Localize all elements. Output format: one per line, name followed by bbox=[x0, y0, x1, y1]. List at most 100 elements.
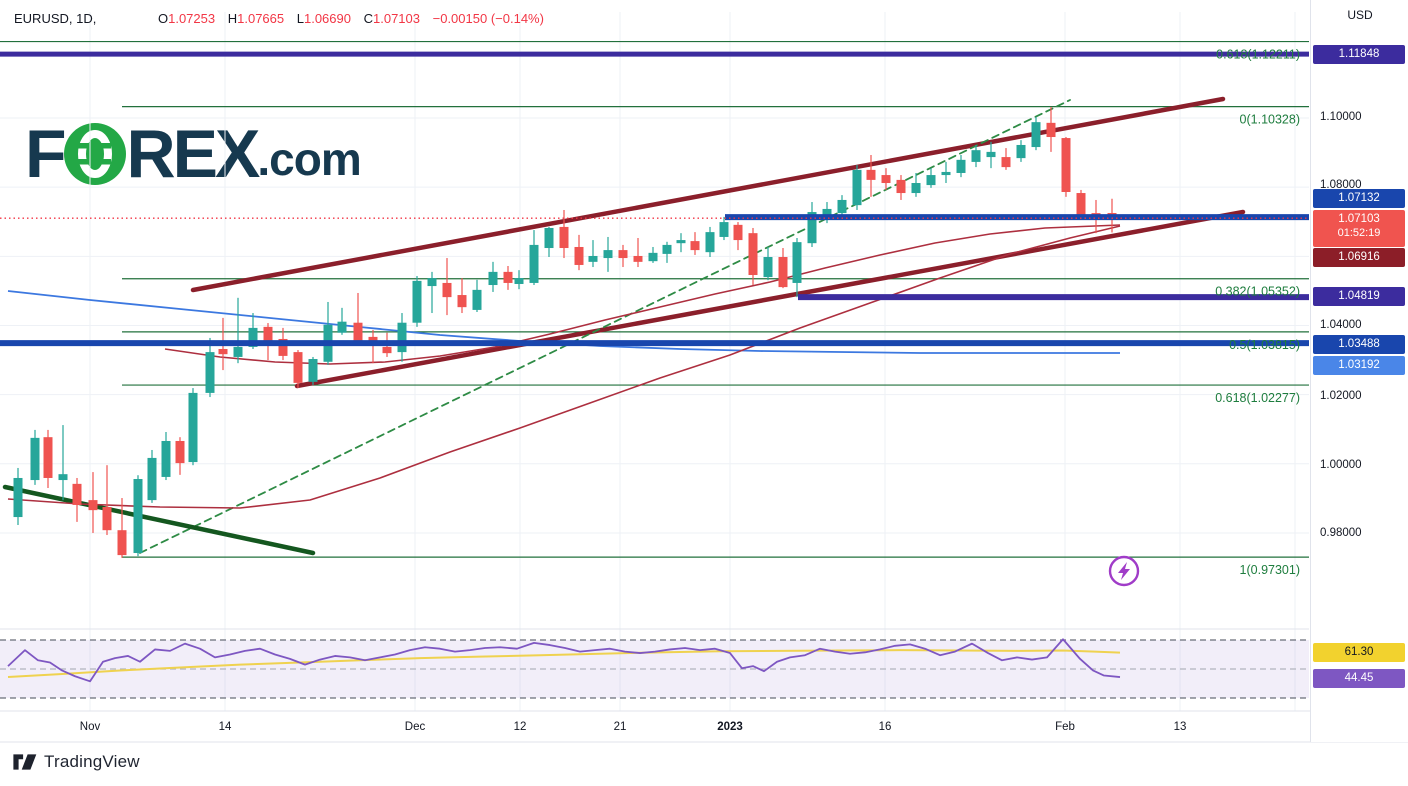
candle-body bbox=[778, 257, 788, 288]
price-level-badge: 61.30 bbox=[1313, 643, 1405, 662]
price-level-badge: 44.45 bbox=[1313, 669, 1405, 688]
boost-bolt-icon[interactable] bbox=[1118, 562, 1130, 580]
price-axis[interactable]: USD 1.10000 1.08000 1.04000 1.02000 1.00000 0… bbox=[1310, 0, 1408, 742]
price-level-badge: 1.11848 bbox=[1313, 45, 1405, 64]
watermark-letters-rex: REX bbox=[126, 116, 261, 192]
price-tick-label: 1.02000 bbox=[1320, 390, 1362, 402]
candle-body bbox=[618, 250, 628, 259]
tradingview-attribution[interactable]: TradingView bbox=[12, 752, 140, 772]
candle-body bbox=[529, 244, 539, 283]
candle-body bbox=[117, 530, 127, 556]
candle-body bbox=[412, 280, 422, 323]
price-tick-label: 1.00000 bbox=[1320, 459, 1362, 471]
time-axis-label[interactable]: 2023 bbox=[717, 721, 743, 733]
candle-body bbox=[30, 437, 40, 481]
candle-body bbox=[308, 359, 318, 382]
rsi-line bbox=[7, 638, 1121, 683]
symbol-legend[interactable]: EURUSD, 1D, O1.07253 H1.07665 L1.06690 C… bbox=[14, 11, 544, 26]
candle-body bbox=[986, 151, 996, 158]
candle-body bbox=[175, 440, 185, 464]
candle-body bbox=[866, 169, 876, 180]
candle-body bbox=[544, 227, 554, 249]
uptrend-dashed-trendline[interactable] bbox=[139, 99, 1071, 554]
time-axis-label[interactable]: Nov bbox=[80, 721, 101, 733]
candle-body bbox=[676, 240, 686, 244]
price-tick-label: 1.10000 bbox=[1320, 111, 1362, 123]
high-label: H bbox=[227, 11, 238, 26]
candle-body bbox=[1061, 138, 1071, 193]
time-axis-label[interactable]: 13 bbox=[1174, 721, 1187, 733]
candle-body bbox=[690, 241, 700, 251]
candle-body bbox=[705, 232, 715, 253]
price-level-badge: 1.03488 bbox=[1313, 335, 1405, 354]
candle-body bbox=[503, 271, 513, 283]
time-axis-label[interactable]: Feb bbox=[1055, 721, 1075, 733]
candle-body bbox=[147, 457, 157, 501]
candle-body bbox=[896, 179, 906, 194]
candle-body bbox=[218, 348, 228, 355]
candle-body bbox=[72, 483, 82, 505]
rsi-ma-line bbox=[7, 649, 1121, 678]
watermark-letter-f: F bbox=[25, 116, 67, 192]
candle-body bbox=[941, 171, 951, 176]
price-level-badge: 1.06916 bbox=[1313, 248, 1405, 267]
candle-body bbox=[427, 278, 437, 287]
candle-body bbox=[88, 500, 98, 511]
candle-body bbox=[852, 169, 862, 206]
candle-body bbox=[633, 255, 643, 262]
open-label: O bbox=[157, 11, 169, 26]
candle-body bbox=[263, 326, 273, 343]
candle-body bbox=[807, 212, 817, 244]
time-axis-label[interactable]: 21 bbox=[614, 721, 627, 733]
candle-body bbox=[382, 346, 392, 354]
time-axis-label[interactable]: 14 bbox=[219, 721, 232, 733]
fib-level-label: 0.618(1.12211) bbox=[1216, 48, 1300, 62]
candle-body bbox=[733, 224, 743, 241]
candle-body bbox=[1016, 144, 1026, 159]
candle-body bbox=[648, 252, 658, 262]
fib-level-label: 0.5(1.03815) bbox=[1229, 338, 1300, 352]
candle-body bbox=[1031, 122, 1041, 148]
close-label: C bbox=[363, 11, 373, 26]
candle-body bbox=[293, 352, 303, 383]
forex-com-watermark: F REX .com bbox=[25, 116, 362, 192]
time-axis-label[interactable]: Dec bbox=[405, 721, 426, 733]
low-label: L bbox=[296, 11, 304, 26]
change-value: −0.00150 (−0.14%) bbox=[432, 11, 544, 26]
candle-body bbox=[514, 278, 524, 284]
symbol-title[interactable]: EURUSD, 1D, bbox=[14, 11, 97, 26]
watermark-dot-com: .com bbox=[257, 133, 361, 185]
price-level-badge: 1.07132 bbox=[1313, 189, 1405, 208]
candle-countdown: 01:52:19 bbox=[1337, 227, 1381, 239]
candle-body bbox=[1046, 122, 1056, 138]
downtrend-solid-trendline[interactable] bbox=[2, 484, 316, 556]
fib-level-label: 1(0.97301) bbox=[1240, 563, 1300, 577]
channel-lower-trendline[interactable] bbox=[294, 209, 1246, 389]
ma-red-slow bbox=[7, 225, 1121, 509]
candle-body bbox=[926, 175, 936, 186]
candle-body bbox=[822, 208, 832, 216]
close-value: 1.07103 bbox=[373, 11, 420, 26]
ma-red-fast bbox=[164, 224, 1121, 365]
candle-body bbox=[881, 175, 891, 184]
fib-level-label: 0.382(1.05352) bbox=[1215, 285, 1300, 299]
currency-label: USD bbox=[1347, 8, 1373, 22]
price-tick-label: 1.04000 bbox=[1320, 319, 1362, 331]
candle-body bbox=[763, 257, 773, 278]
price-level-badge: 1.04819 bbox=[1313, 287, 1405, 306]
price-tick-label: 1.08000 bbox=[1320, 179, 1362, 191]
channel-upper-trendline[interactable] bbox=[190, 96, 1226, 293]
candle-body bbox=[188, 392, 198, 463]
candle-body bbox=[472, 289, 482, 310]
candle-body bbox=[205, 352, 215, 393]
time-axis-label[interactable]: 12 bbox=[514, 721, 527, 733]
candle-body bbox=[574, 246, 584, 265]
candle-body bbox=[233, 346, 243, 357]
candle-body bbox=[397, 322, 407, 353]
candle-body bbox=[278, 338, 288, 356]
candle-body bbox=[102, 507, 112, 531]
time-axis-label[interactable]: 16 bbox=[879, 721, 892, 733]
candle-body bbox=[43, 437, 53, 478]
